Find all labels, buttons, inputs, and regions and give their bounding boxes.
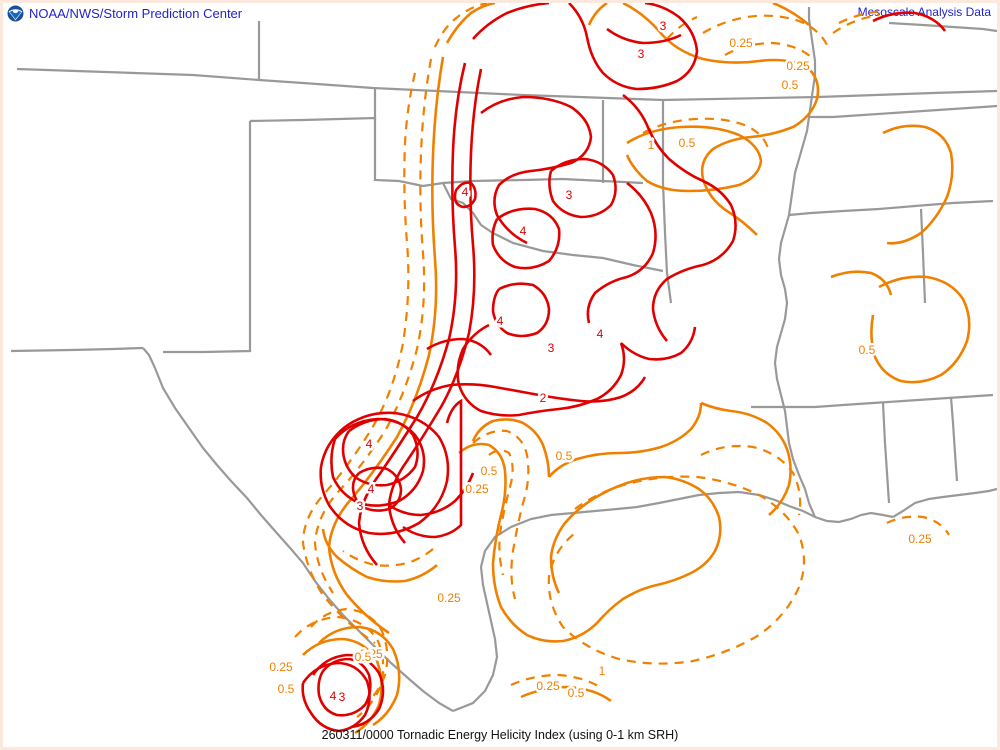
contour-label: 0.5: [679, 136, 696, 150]
contour-label-halo: 4: [366, 437, 373, 451]
contour-label-halo: 3: [357, 499, 364, 513]
contour-label-halo: 0.5: [859, 343, 876, 357]
contour-label-halo: 0.25: [786, 59, 810, 73]
contour-label-halo: 1: [599, 664, 606, 678]
contour-label: 4: [368, 482, 375, 496]
contour-label: 0.5: [782, 78, 799, 92]
noaa-logo-icon: [7, 5, 24, 22]
contour-label-halo: 0.25: [536, 679, 560, 693]
contour-label: 0.5: [355, 650, 372, 664]
contour-label: 0.25: [729, 36, 753, 50]
contour-label: 3: [339, 690, 346, 704]
contour-label-halo: 4: [368, 482, 375, 496]
contour-label: 3: [660, 19, 667, 33]
contour-label: 0.25: [269, 660, 293, 674]
contour-label: 4: [520, 224, 527, 238]
contour-label: 1: [648, 138, 655, 152]
contour-label: 1: [599, 664, 606, 678]
contour-label: 2: [540, 391, 547, 405]
contour-label-halo: 0.5: [556, 449, 573, 463]
contour-label-halo: 3: [548, 341, 555, 355]
contour-layer-red: [301, 3, 947, 733]
contour-label: 0.25: [465, 482, 489, 496]
contour-label-halo: 1: [648, 138, 655, 152]
contour-label: 0.25: [908, 532, 932, 546]
contour-label-halo: 0.25: [359, 647, 383, 661]
caption-text: 260311/0000 Tornadic Energy Helicity Ind…: [321, 728, 679, 742]
contour-label: 0.5: [568, 686, 585, 700]
contour-label: 0.25: [536, 679, 560, 693]
contour-label-halo: 0.5: [481, 464, 498, 478]
contour-label: 3: [566, 188, 573, 202]
contour-label-halo: 0.5: [679, 136, 696, 150]
contour-label: 3: [357, 499, 364, 513]
contour-label-halo: 3: [566, 188, 573, 202]
contour-label-halo: 0.5: [355, 650, 372, 664]
contour-label-halo: 3: [638, 47, 645, 61]
contour-label: 0.5: [556, 449, 573, 463]
contour-label: 4: [597, 327, 604, 341]
contour-label-halo: 4: [462, 185, 469, 199]
header-left: NOAA/NWS/Storm Prediction Center: [7, 5, 242, 22]
contour-layer-orange-solid: [302, 3, 971, 735]
contour-label-halo: 3: [339, 690, 346, 704]
contour-label: 0.25: [437, 591, 461, 605]
contour-label: 3: [548, 341, 555, 355]
contour-label: 4: [462, 185, 469, 199]
contour-label: 0.25: [359, 647, 383, 661]
contour-label-halo: 0.5: [782, 78, 799, 92]
contour-label: 0.5: [278, 682, 295, 696]
contour-label: 4: [366, 437, 373, 451]
contour-label-halo: 0.25: [437, 591, 461, 605]
contour-label: 0.25: [786, 59, 810, 73]
contour-label-halo: 0.25: [465, 482, 489, 496]
contour-label-halo: 3: [660, 19, 667, 33]
contour-label: 4: [497, 314, 504, 328]
contour-label-halo: 4: [520, 224, 527, 238]
contour-label-halo: 0.5: [568, 686, 585, 700]
contour-label-halo: 0.25: [269, 660, 293, 674]
contour-label-halo: 4: [497, 314, 504, 328]
contour-label-halo: 0.5: [278, 682, 295, 696]
state-borders-layer: [10, 7, 997, 713]
contour-label: 0.5: [481, 464, 498, 478]
contour-label-halo: 0.25: [908, 532, 932, 546]
contour-label: 0.5: [859, 343, 876, 357]
contour-label-halo: 4: [597, 327, 604, 341]
contour-label-halo: 4: [330, 689, 337, 703]
contour-label: 4: [330, 689, 337, 703]
contour-label-halo: 0.25: [729, 36, 753, 50]
contour-layer-orange-dashed: [294, 3, 950, 718]
contour-label: 3: [638, 47, 645, 61]
contour-label-halo: 2: [540, 391, 547, 405]
header-title: NOAA/NWS/Storm Prediction Center: [29, 6, 243, 21]
